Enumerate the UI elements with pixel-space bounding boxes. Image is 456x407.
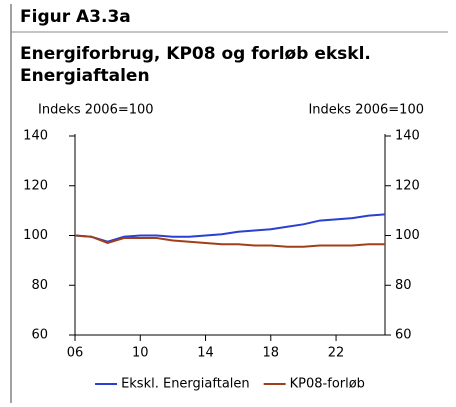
x-tick-label: 22 [328,346,345,361]
x-tick-label: 18 [263,346,280,361]
y-tick-label: 80 [31,278,48,293]
y-tick-label: 140 [23,129,48,144]
y-axis-label: Indeks 2006=100 [38,103,154,118]
y2-tick-label: 140 [395,129,420,144]
chart-title: Energiaftalen [20,66,150,86]
y-tick-label: 60 [31,328,48,343]
x-tick-label: 06 [67,346,84,361]
legend-label: Ekskl. Energiaftalen [121,377,250,392]
y2-tick-label: 120 [395,178,420,193]
series-line [74,234,385,248]
y-tick-label: 120 [23,178,48,193]
y2-tick-label: 100 [395,228,420,243]
legend-label: KP08-forløb [290,377,365,392]
figure-label: Figur A3.3a [20,7,131,27]
chart-title: Energiforbrug, KP08 og forløb ekskl. [20,44,371,64]
y2-axis-label: Indeks 2006=100 [308,103,424,118]
y2-tick-label: 60 [395,328,412,343]
x-tick-label: 14 [197,346,214,361]
y-tick-label: 100 [23,228,48,243]
x-tick-label: 10 [132,346,149,361]
y2-tick-label: 80 [395,278,412,293]
series-line [74,213,386,243]
